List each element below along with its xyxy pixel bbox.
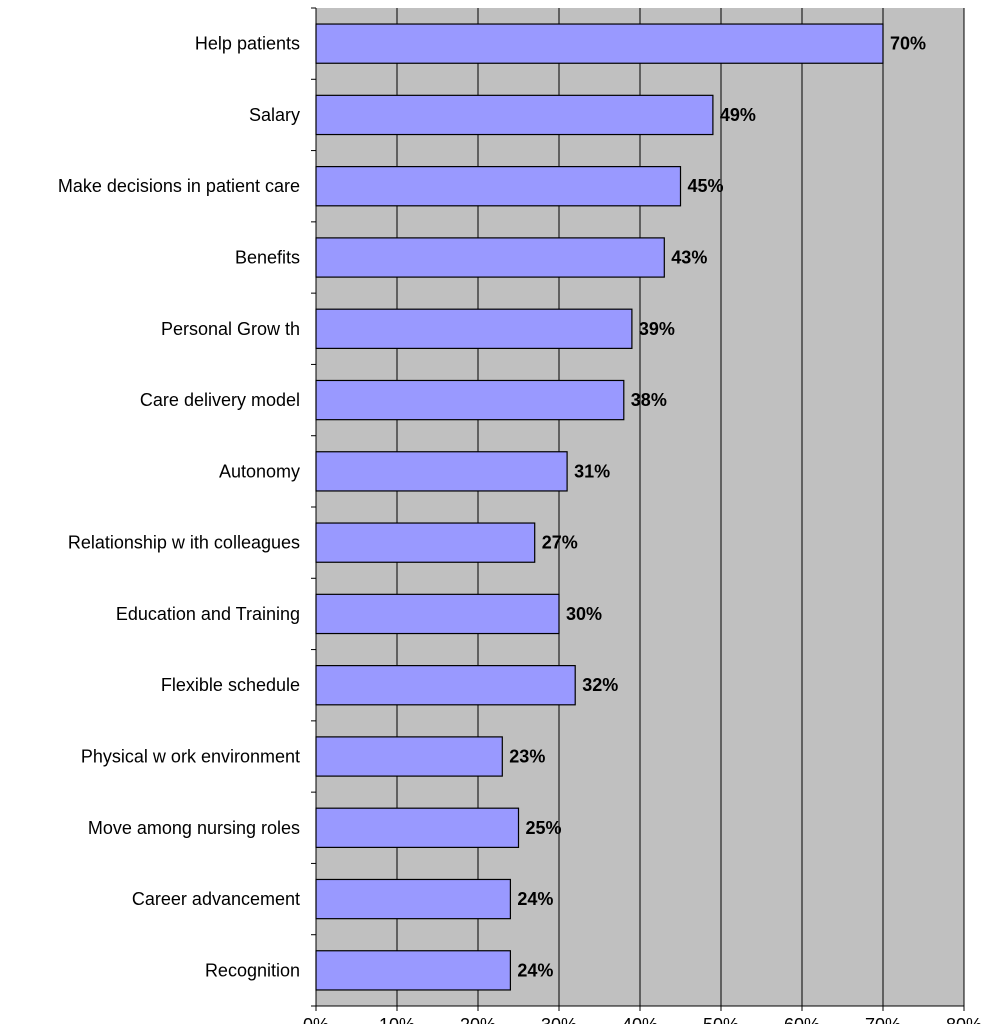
data-label: 43%: [671, 248, 707, 268]
axes: [311, 7, 965, 1011]
category-label: Care delivery model: [140, 390, 300, 410]
x-tick-label: 70%: [865, 1015, 901, 1024]
data-label: 31%: [574, 461, 610, 481]
x-tick-label: 30%: [541, 1015, 577, 1024]
category-label: Relationship w ith colleagues: [68, 533, 300, 553]
category-label: Autonomy: [219, 461, 300, 481]
bar-6: [315, 451, 568, 492]
bar-1: [315, 94, 714, 136]
category-label: Personal Grow th: [161, 319, 300, 339]
data-label: 24%: [517, 889, 553, 909]
category-label: Education and Training: [116, 604, 300, 624]
bar-12: [315, 878, 511, 920]
category-label: Benefits: [235, 248, 300, 268]
category-label: Help patients: [195, 34, 300, 54]
category-label: Recognition: [205, 960, 300, 980]
bar-4: [315, 308, 633, 349]
data-label: 38%: [631, 390, 667, 410]
data-label: 49%: [720, 105, 756, 125]
data-label: 45%: [688, 176, 724, 196]
data-label: 70%: [890, 34, 926, 54]
category-label: Make decisions in patient care: [58, 176, 300, 196]
x-tick-label: 60%: [784, 1015, 820, 1024]
x-tick-label: 80%: [946, 1015, 982, 1024]
labels: Help patients 70% Salary 49% Make decisions …: [58, 34, 982, 1024]
data-label: 27%: [542, 533, 578, 553]
x-tick-label: 0%: [303, 1015, 329, 1024]
category-label: Career advancement: [132, 889, 300, 909]
bar-0: [315, 23, 884, 64]
data-label: 30%: [566, 604, 602, 624]
category-label: Salary: [249, 105, 300, 125]
bar-10: [315, 736, 503, 777]
bar-3: [315, 237, 665, 278]
data-label: 24%: [517, 960, 553, 980]
bar-11: [315, 807, 520, 848]
bar-9: [315, 665, 576, 706]
x-tick-label: 10%: [379, 1015, 415, 1024]
data-label: 32%: [582, 675, 618, 695]
x-tick-label: 50%: [703, 1015, 739, 1024]
bar-2: [315, 166, 682, 207]
x-tick-label: 40%: [622, 1015, 658, 1024]
data-label: 23%: [509, 747, 545, 767]
data-label: 39%: [639, 319, 675, 339]
bar-8: [315, 593, 560, 635]
bar-5: [315, 379, 625, 421]
bar-13: [315, 950, 511, 991]
x-tick-label: 20%: [460, 1015, 496, 1024]
category-label: Move among nursing roles: [88, 818, 300, 838]
data-label: 25%: [526, 818, 562, 838]
bar-7: [315, 522, 536, 563]
category-label: Physical w ork environment: [81, 747, 300, 767]
category-label: Flexible schedule: [161, 675, 300, 695]
